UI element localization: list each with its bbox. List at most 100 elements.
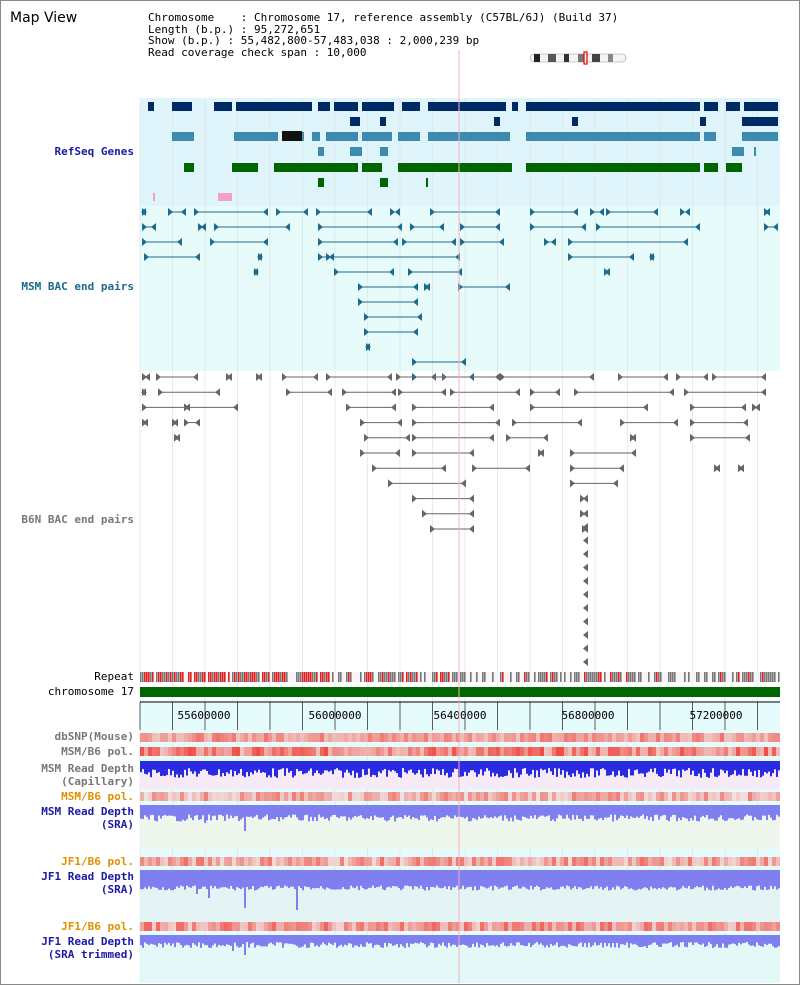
jf1-depth-sra-bar <box>436 870 438 886</box>
dbsnp-heat <box>396 733 400 742</box>
gene-block <box>214 102 232 111</box>
jf1-depth-sra-bar <box>294 870 296 890</box>
msm-depth-sra-bar <box>164 805 166 815</box>
msm-depth-sra-bar <box>530 805 532 816</box>
jf1-depth-trim-bar <box>606 935 608 947</box>
repeat-block <box>146 672 148 682</box>
msm-b6-pol-heat <box>436 747 440 756</box>
msm-depth-capillary-bar <box>572 761 574 774</box>
msm-b6-pol-heat <box>568 747 572 756</box>
jf1-depth-trim-bar <box>616 935 618 943</box>
msm-depth-cap-label-1[interactable]: MSM Read Depth <box>41 762 134 775</box>
msm-bac-pair-end <box>461 358 466 366</box>
msm-b6-pol-heat <box>772 747 776 756</box>
jf1-depth-sra-label-2[interactable]: (SRA) <box>100 883 134 896</box>
jf1-depth-sra-bar <box>286 870 288 887</box>
chromosome-ideogram[interactable] <box>529 51 627 65</box>
jf1-b6-pol-heat <box>520 857 524 866</box>
gene-exon-cluster <box>282 131 302 141</box>
msm-b6-pol-sra-heat <box>204 792 208 801</box>
msm-b6-pol-sra-heat <box>604 792 608 801</box>
msm-depth-sra-bar <box>700 805 702 818</box>
msm-depth-cap-label-2[interactable]: (Capillary) <box>61 775 134 788</box>
msm-b6-pol-heat <box>544 747 548 756</box>
msm-depth-sra-bar <box>248 805 250 817</box>
dbsnp-label[interactable]: dbSNP(Mouse) <box>54 730 134 743</box>
msm-depth-sra-bar <box>178 805 180 822</box>
dbsnp-heat <box>496 733 500 742</box>
jf1-b6-pol-trim-heat <box>204 922 208 931</box>
msm-b6-pol-heat <box>588 747 592 756</box>
msm-b6-pol-heat <box>644 747 648 756</box>
repeat-block <box>224 672 226 682</box>
jf1-depth-sra-bar <box>318 870 320 889</box>
jf1-depth-trim-label-2[interactable]: (SRA trimmed) <box>47 948 134 961</box>
msm-b6-pol-sra-label[interactable]: MSM/B6 pol. <box>61 790 134 803</box>
jf1-depth-sra-bar <box>350 870 352 886</box>
msm-b6-pol-sra-heat <box>424 792 428 801</box>
jf1-depth-sra-bar <box>658 870 660 888</box>
jf1-b6-pol-trim-label[interactable]: JF1/B6 pol. <box>61 920 134 933</box>
jf1-depth-trim-bar <box>434 935 436 948</box>
b6n-bac-label[interactable]: B6N BAC end pairs <box>21 513 134 526</box>
refseq-genes-label[interactable]: RefSeq Genes <box>54 145 134 158</box>
repeat-block <box>614 672 616 682</box>
msm-depth-sra-bar <box>344 805 346 817</box>
msm-b6-pol-heat <box>296 747 300 756</box>
b6n-bac-end <box>583 536 588 545</box>
msm-depth-sra-bar <box>208 805 210 815</box>
dbsnp-heat <box>228 733 232 742</box>
repeat-block <box>634 672 636 682</box>
jf1-depth-sra-bar <box>584 870 586 889</box>
msm-depth-capillary-bar <box>410 761 412 770</box>
msm-b6-pol-heat <box>420 747 424 756</box>
dbsnp-heat <box>548 733 552 742</box>
jf1-depth-trim-bar <box>602 935 604 948</box>
jf1-depth-trim-label-1[interactable]: JF1 Read Depth <box>41 935 134 948</box>
msm-bac-label[interactable]: MSM BAC end pairs <box>21 280 134 293</box>
jf1-b6-pol-trim-heat <box>260 922 264 931</box>
msm-b6-pol-heat <box>344 747 348 756</box>
dbsnp-heat <box>288 733 292 742</box>
jf1-b6-pol-trim-heat <box>708 922 712 931</box>
jf1-depth-trim-bar <box>190 935 192 948</box>
axis-tick-label: 55600000 <box>178 709 231 722</box>
msm-depth-sra-bar <box>442 805 444 818</box>
jf1-b6-pol-trim-heat <box>728 922 732 931</box>
jf1-depth-sra-bar <box>240 870 242 890</box>
jf1-depth-trim-bar <box>258 935 260 946</box>
msm-depth-sra-label-2[interactable]: (SRA) <box>100 818 134 831</box>
msm-b6-pol-sra-heat <box>316 792 320 801</box>
repeat-block <box>752 672 754 682</box>
jf1-b6-pol-trim-heat <box>588 922 592 931</box>
jf1-depth-trim-bar <box>284 935 286 944</box>
msm-b6-pol-heat <box>280 747 284 756</box>
jf1-depth-trim-bar <box>580 935 582 943</box>
msm-b6-pol-label[interactable]: MSM/B6 pol. <box>61 745 134 758</box>
msm-bac-pair-end <box>395 208 400 216</box>
msm-depth-capillary-bar <box>328 761 330 772</box>
jf1-b6-pol-heat <box>320 857 324 866</box>
jf1-depth-sra-bar <box>314 870 316 889</box>
coverage-line: Read coverage check span : 10,000 <box>148 45 367 59</box>
msm-bac-pair-end <box>551 238 556 246</box>
jf1-depth-trim-bar <box>638 935 640 947</box>
msm-depth-capillary-bar <box>270 761 272 778</box>
msm-depth-sra-bar <box>668 805 670 822</box>
jf1-depth-sra-bar <box>260 870 262 887</box>
gene-block <box>704 102 718 111</box>
msm-b6-pol-sra-heat <box>696 792 700 801</box>
msm-depth-sra-bar <box>424 805 426 816</box>
msm-depth-sra-bar <box>166 805 168 816</box>
repeat-block <box>218 672 220 682</box>
dbsnp-heat <box>264 733 268 742</box>
jf1-b6-pol-label[interactable]: JF1/B6 pol. <box>61 855 134 868</box>
repeat-block <box>162 672 164 682</box>
repeat-block <box>698 672 700 682</box>
msm-depth-sra-bar <box>778 805 780 817</box>
jf1-depth-sra-label-1[interactable]: JF1 Read Depth <box>41 870 134 883</box>
jf1-b6-pol-trim-heat <box>560 922 564 931</box>
msm-depth-sra-label-1[interactable]: MSM Read Depth <box>41 805 134 818</box>
jf1-depth-sra-bar <box>724 870 726 888</box>
